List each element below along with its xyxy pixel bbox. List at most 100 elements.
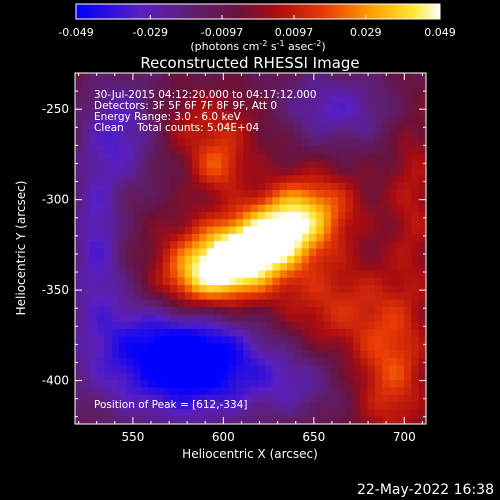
heatmap-cell [243,350,252,359]
heatmap-cell [352,394,361,403]
heatmap-cell [265,168,274,176]
heatmap-cell [309,350,317,359]
heatmap-cell [316,285,325,293]
heatmap-cell [126,73,135,81]
heatmap-cell [221,380,230,389]
heatmap-cell [140,277,149,286]
heatmap-cell [140,321,149,330]
heatmap-cell [162,336,171,345]
heatmap-cell [184,94,193,103]
heatmap-cell [265,416,274,424]
heatmap-cell [338,299,347,308]
heatmap-cell [330,336,339,345]
heatmap-cell [243,387,252,396]
heatmap-cell [382,160,391,169]
heatmap-cell [250,233,259,242]
heatmap-cell [148,387,157,396]
heatmap-cell [411,131,420,140]
heatmap-cell [89,314,98,323]
heatmap-cell [360,124,369,133]
heatmap-cell [177,233,186,242]
heatmap-cell [338,263,347,272]
heatmap-cell [294,146,303,155]
heatmap-cell [309,175,317,184]
heatmap-cell [257,263,266,272]
heatmap-cell [330,299,339,308]
heatmap-cell [184,387,193,396]
heatmap-cell [170,343,178,352]
heatmap-cell [243,402,252,410]
heatmap-cell [418,160,426,169]
heatmap-cell [382,73,391,81]
heatmap-cell [345,204,354,213]
heatmap-cell [155,190,164,198]
heatmap-cell [177,219,186,228]
heatmap-cell [374,285,383,293]
heatmap-cell [250,109,259,118]
heatmap-cell [126,358,135,367]
heatmap-cell [316,131,325,140]
heatmap-cell [367,102,376,111]
heatmap-cell [352,168,361,176]
heatmap-cell [418,248,426,257]
heatmap-cell [206,168,215,176]
heatmap-cell [199,409,208,418]
heatmap-cell [279,394,288,403]
heatmap-cell [382,314,391,323]
heatmap-cell [89,80,98,89]
heatmap-cell [148,365,157,374]
heatmap-cell [279,211,288,220]
heatmap-cell [170,387,178,396]
heatmap-cell [96,168,105,176]
heatmap-cell [411,380,420,389]
heatmap-cell [118,350,127,359]
heatmap-cell [199,336,208,345]
heatmap-cell [243,102,252,111]
heatmap-cell [316,80,325,89]
heatmap-cell [96,124,105,133]
heatmap-cell [404,365,412,374]
heatmap-cell [221,248,230,257]
heatmap-cell [250,336,259,345]
heatmap-cell [126,299,135,308]
heatmap-cell [192,285,200,293]
heatmap-cell [155,109,164,118]
heatmap-cell [221,197,230,206]
heatmap-cell [192,255,200,264]
heatmap-cell [111,409,120,418]
heatmap-cell [126,343,135,352]
heatmap-cell [287,190,295,198]
heatmap-cell [155,409,164,418]
heatmap-cell [404,307,412,315]
heatmap-cell [338,321,347,330]
heatmap-cell [89,336,98,345]
heatmap-cell [396,233,405,242]
heatmap-cell [89,153,98,162]
heatmap-cell [279,197,288,206]
heatmap-cell [250,255,259,264]
heatmap-cell [177,380,186,389]
heatmap-cell [338,73,347,81]
heatmap-cell [243,190,252,198]
heatmap-cell [192,292,200,301]
heatmap-cell [272,307,281,315]
heatmap-cell [265,387,274,396]
heatmap-cell [309,131,317,140]
heatmap-cell [257,219,266,228]
heatmap-cell [265,255,274,264]
heatmap-cell [301,131,310,140]
heatmap-cell [235,233,244,242]
heatmap-cell [133,263,142,272]
heatmap-cell [345,328,354,337]
heatmap-cell [104,80,113,89]
heatmap-cell [345,343,354,352]
heatmap-cell [367,402,376,410]
heatmap-cell [170,365,178,374]
heatmap-cell [360,299,369,308]
heatmap-cell [294,109,303,118]
heatmap-cell [396,190,405,198]
heatmap-cell [221,211,230,220]
heatmap-cell [111,328,120,337]
heatmap-cell [133,160,142,169]
heatmap-cell [96,255,105,264]
